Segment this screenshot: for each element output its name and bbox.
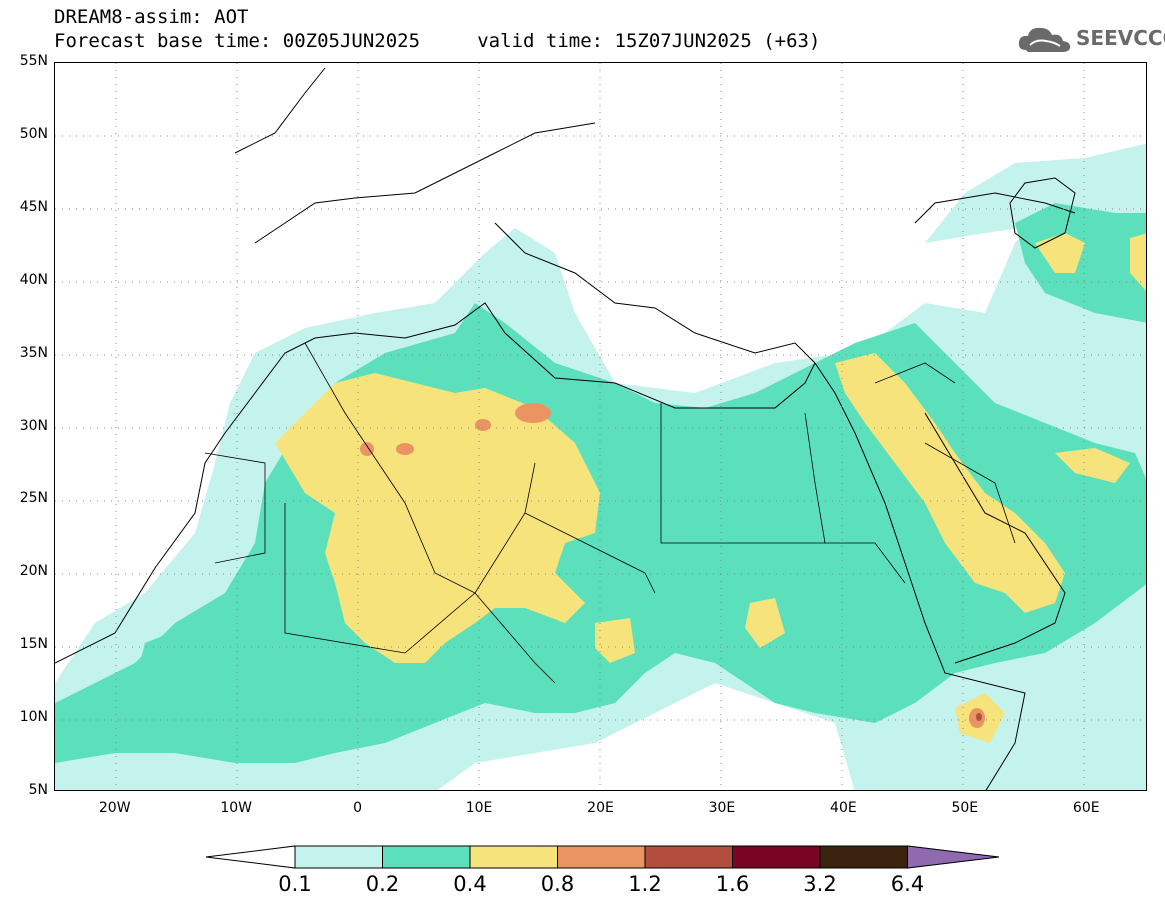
chart-subtitle: Forecast base time: 00Z05JUN2025 valid t… [54, 30, 821, 52]
lon-tick-label: 30E [708, 800, 736, 816]
lon-tick-label: 10W [220, 800, 252, 816]
lon-tick-label: 60E [1072, 800, 1100, 816]
lon-tick-label: 20E [587, 800, 614, 816]
lat-tick-label: 30N [19, 417, 48, 434]
cloud-icon [1018, 27, 1071, 52]
colorbar-tick-label: 0.8 [540, 872, 575, 896]
colorbar [205, 845, 1000, 869]
seevccc-logo: SEEVCCC [1016, 22, 1165, 58]
lat-tick-label: 55N [19, 53, 48, 69]
colorbar-segment [819, 845, 908, 869]
grid-lines [55, 63, 1146, 790]
lat-tick-label: 35N [19, 344, 48, 361]
colorbar-segment [294, 845, 383, 869]
aot-map [54, 62, 1147, 791]
colorbar-segment [469, 845, 558, 869]
lat-tick-label: 40N [19, 271, 48, 288]
colorbar-tick-label: 0.1 [278, 872, 312, 896]
chart-title: DREAM8-assim: AOT [54, 6, 249, 28]
coastlines [55, 67, 1076, 790]
lon-tick-label: 20W [98, 800, 131, 816]
lat-tick-label: 20N [19, 563, 48, 580]
colorbar-tick-label: 1.2 [628, 872, 662, 896]
lat-tick-label: 45N [19, 198, 48, 215]
lon-tick-label: 50E [951, 800, 979, 816]
logo-text: SEEVCCC [1076, 26, 1165, 50]
lat-tick-label: 25N [19, 490, 48, 507]
colorbar-tick-label: 3.2 [803, 872, 837, 896]
colorbar-tick-label: 1.6 [715, 872, 750, 896]
country-borders [204, 342, 1016, 684]
lat-tick-label: 50N [19, 125, 48, 142]
aot-field-1.2 [976, 713, 982, 721]
colorbar-under-arrow [205, 845, 296, 869]
aot-field-0.4 [275, 233, 1146, 743]
colorbar-segment [644, 845, 733, 869]
colorbar-segment [382, 845, 471, 869]
lon-tick-label: 0 [353, 800, 363, 816]
lat-tick-label: 5N [28, 782, 48, 798]
lat-tick-label: 10N [19, 709, 48, 726]
lon-tick-label: 40E [830, 800, 857, 816]
lon-tick-label: 10E [465, 800, 493, 816]
colorbar-segment [557, 845, 646, 869]
aot-map-canvas [55, 63, 1146, 790]
colorbar-over-arrow [907, 845, 1000, 869]
colorbar-segment [732, 845, 821, 869]
lat-tick-label: 15N [19, 636, 48, 653]
colorbar-tick-label: 6.4 [890, 872, 925, 896]
colorbar-tick-label: 0.2 [365, 872, 400, 896]
colorbar-tick-label: 0.4 [453, 872, 487, 896]
